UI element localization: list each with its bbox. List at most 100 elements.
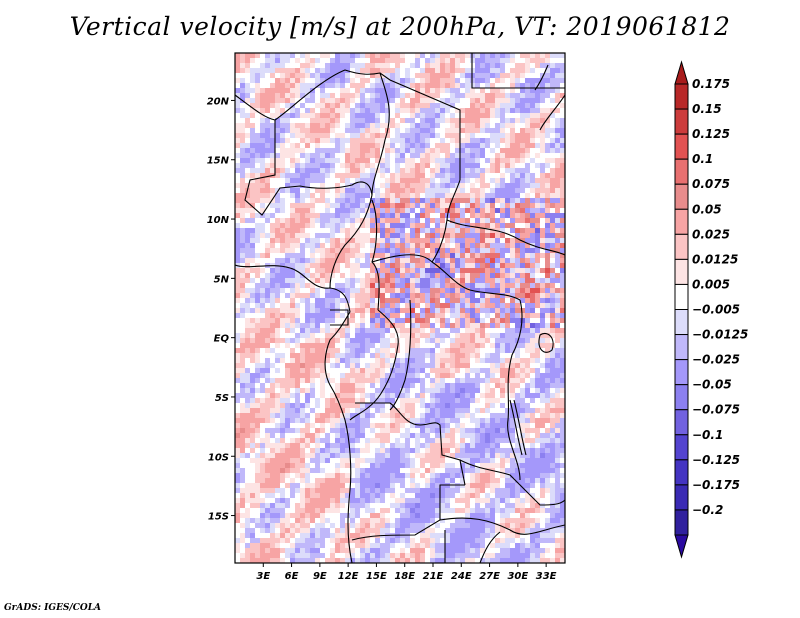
field-cell <box>410 188 415 193</box>
field-cell <box>255 168 260 173</box>
field-cell <box>260 133 265 138</box>
field-cell <box>420 253 425 258</box>
field-cell <box>235 268 240 273</box>
field-cell <box>330 388 335 393</box>
field-cell <box>400 218 405 223</box>
field-cell <box>500 388 505 393</box>
field-cell <box>500 403 505 408</box>
field-cell <box>465 203 470 208</box>
field-cell <box>515 403 520 408</box>
field-cell <box>410 248 415 253</box>
field-cell <box>370 138 375 143</box>
field-cell <box>495 253 500 258</box>
field-cell <box>340 143 345 148</box>
field-cell <box>530 278 535 283</box>
field-cell <box>455 198 460 203</box>
field-cell <box>365 103 370 108</box>
field-cell <box>515 188 520 193</box>
field-cell <box>545 103 550 108</box>
field-cell <box>320 408 325 413</box>
field-cell <box>350 408 355 413</box>
field-cell <box>545 328 550 333</box>
field-cell <box>395 93 400 98</box>
field-cell <box>310 298 315 303</box>
field-cell <box>275 373 280 378</box>
field-cell <box>490 338 495 343</box>
field-cell <box>260 183 265 188</box>
field-cell <box>460 418 465 423</box>
field-cell <box>495 193 500 198</box>
field-cell <box>470 253 475 258</box>
field-cell <box>270 168 275 173</box>
field-cell <box>375 273 380 278</box>
field-cell <box>370 328 375 333</box>
field-cell <box>295 183 300 188</box>
field-cell <box>325 328 330 333</box>
field-cell <box>310 338 315 343</box>
field-cell <box>270 138 275 143</box>
field-cell <box>455 343 460 348</box>
field-cell <box>425 283 430 288</box>
field-cell <box>300 188 305 193</box>
field-cell <box>435 328 440 333</box>
field-cell <box>270 58 275 63</box>
field-cell <box>450 323 455 328</box>
field-cell <box>470 188 475 193</box>
field-cell <box>445 273 450 278</box>
field-cell <box>240 123 245 128</box>
field-cell <box>505 193 510 198</box>
field-cell <box>455 58 460 63</box>
field-cell <box>385 428 390 433</box>
field-cell <box>425 288 430 293</box>
field-cell <box>520 238 525 243</box>
field-cell <box>560 228 565 233</box>
field-cell <box>470 248 475 253</box>
field-cell <box>315 233 320 238</box>
field-cell <box>270 358 275 363</box>
field-cell <box>360 208 365 213</box>
field-cell <box>430 363 435 368</box>
field-cell <box>555 68 560 73</box>
field-cell <box>480 153 485 158</box>
field-cell <box>320 213 325 218</box>
field-cell <box>385 318 390 323</box>
field-cell <box>335 413 340 418</box>
field-cell <box>455 268 460 273</box>
field-cell <box>465 428 470 433</box>
field-cell <box>420 63 425 68</box>
field-cell <box>405 298 410 303</box>
field-cell <box>420 153 425 158</box>
field-cell <box>295 278 300 283</box>
field-cell <box>320 338 325 343</box>
field-cell <box>390 393 395 398</box>
field-cell <box>440 228 445 233</box>
field-cell <box>265 268 270 273</box>
field-cell <box>560 103 565 108</box>
field-cell <box>505 133 510 138</box>
field-cell <box>455 113 460 118</box>
field-cell <box>560 423 565 428</box>
field-cell <box>435 233 440 238</box>
field-cell <box>500 233 505 238</box>
field-cell <box>460 383 465 388</box>
field-cell <box>305 98 310 103</box>
field-cell <box>540 188 545 193</box>
field-cell <box>450 203 455 208</box>
field-cell <box>500 113 505 118</box>
field-cell <box>275 148 280 153</box>
field-cell <box>310 318 315 323</box>
field-cell <box>400 98 405 103</box>
field-cell <box>490 168 495 173</box>
field-cell <box>335 143 340 148</box>
field-cell <box>555 203 560 208</box>
field-cell <box>550 268 555 273</box>
field-cell <box>275 93 280 98</box>
field-cell <box>305 213 310 218</box>
field-cell <box>540 178 545 183</box>
field-cell <box>545 403 550 408</box>
field-cell <box>420 248 425 253</box>
field-cell <box>465 353 470 358</box>
field-cell <box>305 193 310 198</box>
field-cell <box>315 153 320 158</box>
field-cell <box>380 108 385 113</box>
